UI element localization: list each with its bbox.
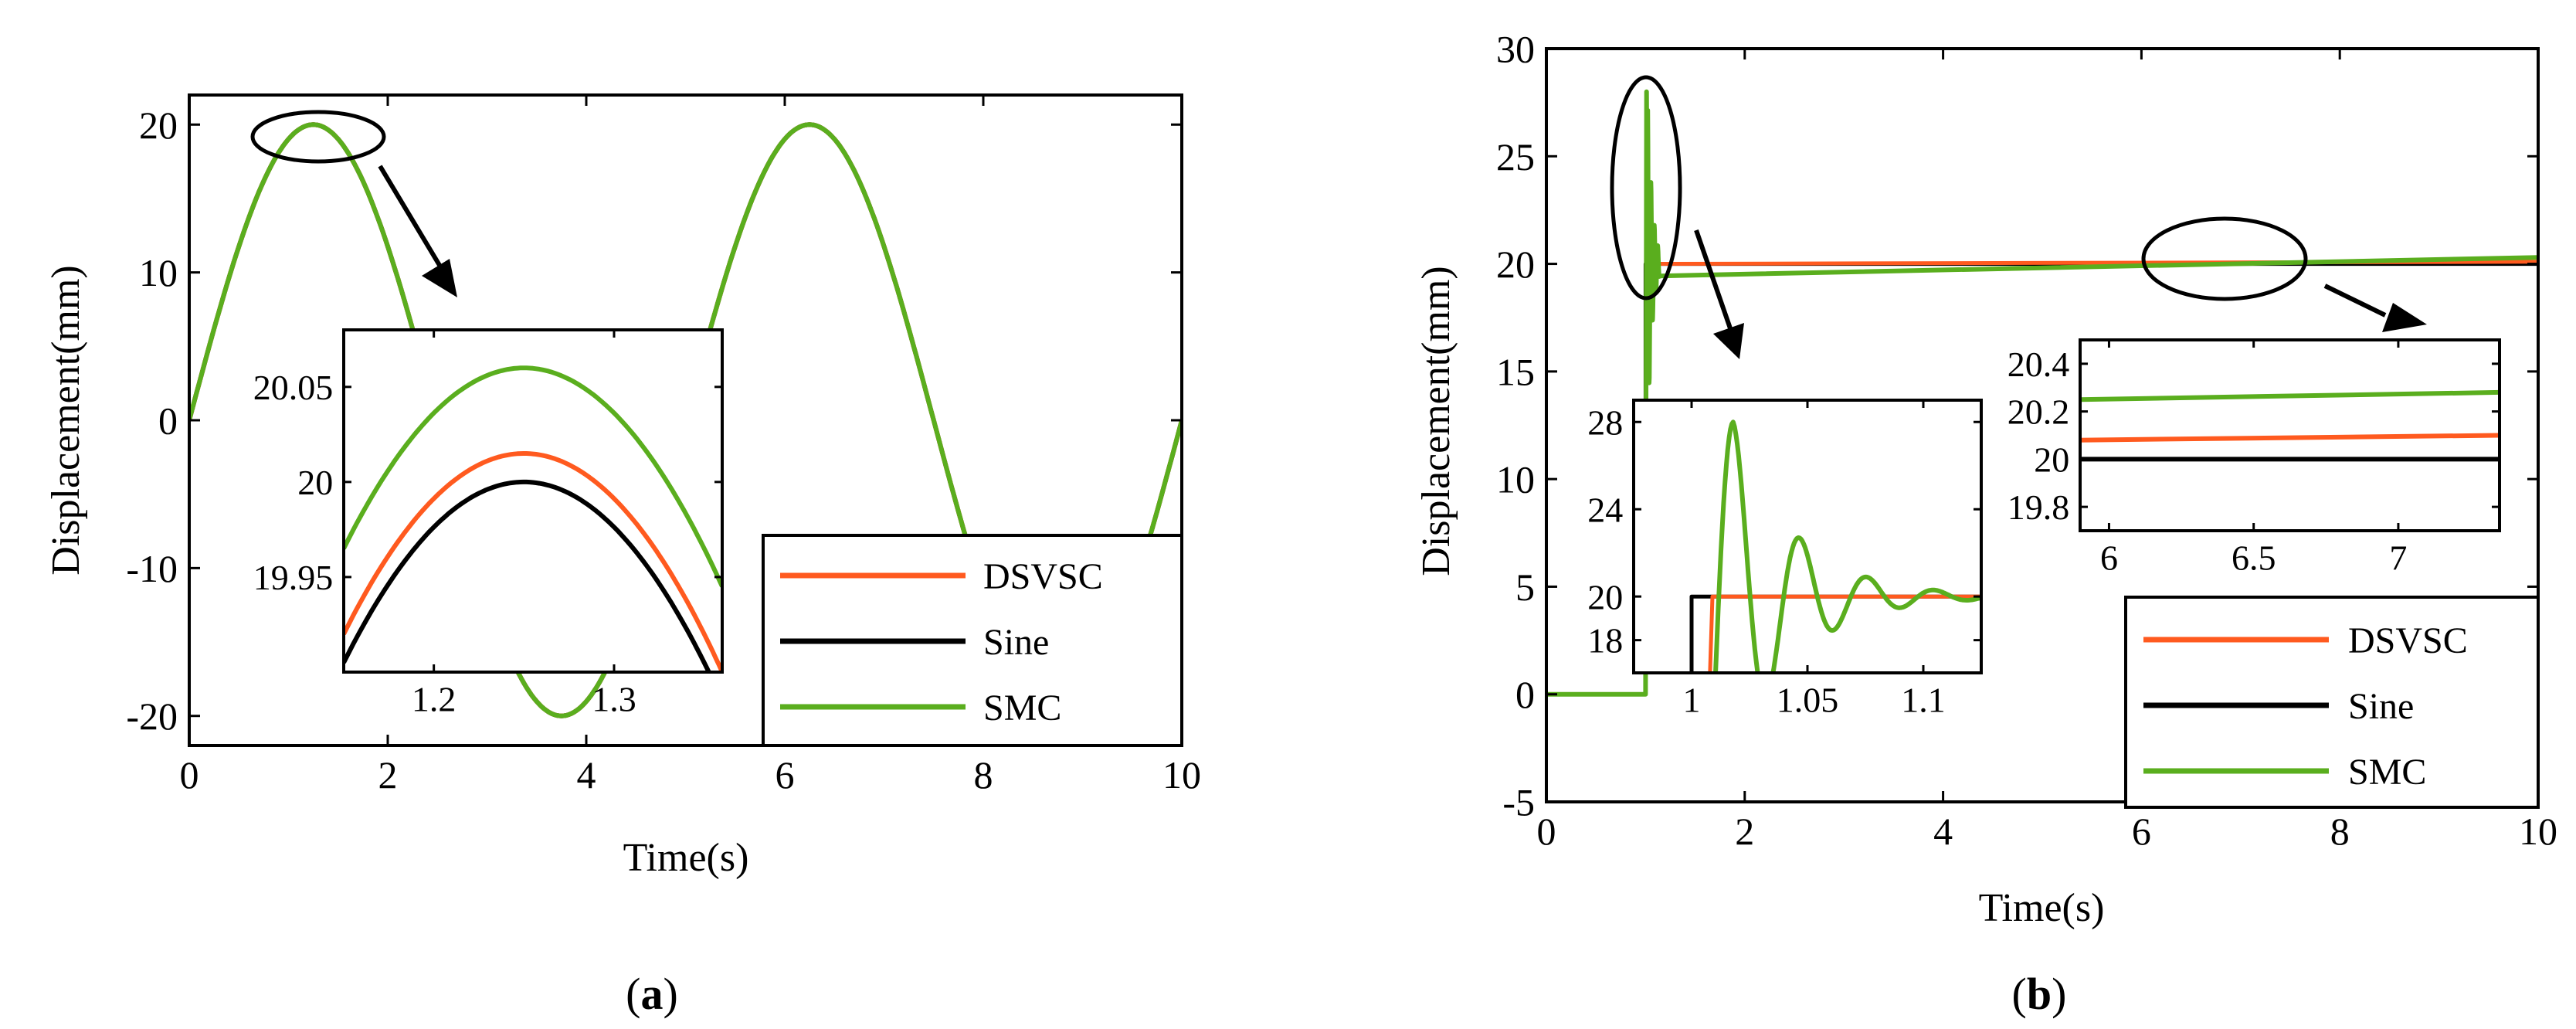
panel-a-inset-line-smc <box>344 365 722 588</box>
panel-b-inset-left-ticks: 1 1.05 1.1 28 24 20 18 <box>1587 400 1981 720</box>
panel-a-inset-lines <box>344 365 722 672</box>
panel-b-inset-left-background <box>1634 400 1981 673</box>
panel-a-y-tick-label: 0 <box>158 399 178 443</box>
panel-b-inset-right-lines <box>2080 389 2500 462</box>
panel-a-zoom-arrow <box>378 165 443 268</box>
panel-a-y-tick-label: 20 <box>139 104 178 147</box>
panel-a-y-tick-label: -10 <box>126 547 178 590</box>
panel-b-line-smc <box>1546 89 2538 697</box>
panel-b-inset-left-y-tick-label: 24 <box>1587 490 1623 529</box>
panel-b-y-tick-label: 15 <box>1496 350 1535 393</box>
panel-b-inset-left-y-tick-label: 20 <box>1587 577 1623 616</box>
panel-b-x-tick-label: 8 <box>2330 810 2350 853</box>
panel-b-inset-left-x-tick-label: 1.05 <box>1777 681 1839 720</box>
panel-b-inset-right-y-tick-label: 19.8 <box>2008 487 2070 527</box>
panel-b-inset-left-lines <box>1689 419 1981 673</box>
panel-b-legend-box <box>2124 596 2540 809</box>
panel-b-inset-right-box <box>2079 338 2501 532</box>
panel-a-inset-line-sine <box>344 479 712 672</box>
panel-b-x-tick-label: 4 <box>1933 810 1953 853</box>
panel-b-zoom-ellipse-right <box>2141 216 2308 301</box>
panel-b-inset-right-ticks: 6 6.5 7 20.4 20.2 20 19.8 <box>2008 340 2500 578</box>
panel-b-x-label: Time(s) <box>1979 886 2105 930</box>
panel-a-inset-y-tick-label: 20 <box>297 463 333 502</box>
panel-b-zoom-arrow-right <box>2323 284 2387 318</box>
panel-b-legend: DSVSC Sine SMC <box>2124 596 2540 809</box>
panel-b-inset-right-y-tick-label: 20.2 <box>2008 392 2070 432</box>
panel-b-y-tick-label: 5 <box>1515 565 1535 609</box>
panel-b-axes-box <box>1545 47 2540 803</box>
panel-b-inset-right-x-tick-label: 6.5 <box>2232 538 2276 578</box>
legend-label-smc: SMC <box>2348 752 2426 793</box>
panel-b-y-label: Displacement(mm) <box>1414 266 1458 576</box>
panel-a-x-tick-label: 4 <box>577 753 596 796</box>
panel-a-x-label: Time(s) <box>623 836 749 880</box>
panel-b-inset-right-line-dsvsc <box>2080 433 2500 443</box>
panel-b-zoom-arrow-left <box>1694 229 1733 329</box>
panel-a: 0 2 4 6 8 10 -20 -10 0 10 20 1.2 1.3 20.05 20 19.95 DS… <box>44 93 1201 1019</box>
panel-b-y-tick-label: -5 <box>1502 781 1535 824</box>
panel-a-legend: DSVSC Sine SMC <box>762 534 1183 747</box>
panel-a-inset-x-tick-label: 1.3 <box>592 680 636 719</box>
panel-a-x-tick-label: 8 <box>974 753 993 796</box>
panel-b-inset-right-x-tick-label: 6 <box>2100 538 2118 578</box>
panel-b-inset-left-line-smc <box>1713 419 1981 673</box>
panel-a-inset-y-tick-label: 19.95 <box>253 558 334 597</box>
panel-a-ticks: 0 2 4 6 8 10 -20 -10 0 10 20 <box>126 95 1201 796</box>
panel-a-x-tick-label: 0 <box>180 753 199 796</box>
panel-a-inset-line-dsvsc <box>344 451 722 672</box>
panel-b-y-tick-label: 20 <box>1496 243 1535 286</box>
legend-label-sine: Sine <box>983 622 1049 663</box>
panel-a-inset-background <box>344 330 722 672</box>
legend-label-smc: SMC <box>983 688 1061 728</box>
panel-b-inset-right-x-tick-label: 7 <box>2389 538 2407 578</box>
panel-b-inset-right-y-tick-label: 20.4 <box>2008 345 2070 384</box>
panel-b-inset-left-y-tick-label: 28 <box>1587 402 1623 442</box>
panel-a-x-tick-label: 6 <box>776 753 795 796</box>
panel-b-zoom-ellipse-left <box>1610 75 1682 301</box>
panel-a-zoom-arrowhead <box>422 259 457 297</box>
panel-a-x-tick-label: 10 <box>1162 753 1201 796</box>
panel-b-x-tick-label: 6 <box>2132 810 2151 853</box>
panel-b-y-tick-label: 25 <box>1496 135 1535 178</box>
panel-b-inset-left-line-dsvsc <box>1708 594 1981 673</box>
panel-a-inset-box <box>342 328 724 674</box>
panel-b-x-tick-label: 0 <box>1537 810 1556 853</box>
panel-b-label: (b) <box>2012 969 2067 1019</box>
panel-a-zoom-ellipse <box>250 110 386 164</box>
panel-b-inset-left-x-tick-label: 1.1 <box>1901 681 1946 720</box>
panel-b-x-tick-label: 10 <box>2519 810 2557 853</box>
panel-b-y-tick-label: 0 <box>1515 673 1535 716</box>
panel-a-y-tick-label: 10 <box>139 251 178 294</box>
panel-a-label: (a) <box>626 969 678 1019</box>
legend-label-dsvsc: DSVSC <box>2348 620 2468 661</box>
panel-a-x-tick-label: 2 <box>378 753 398 796</box>
legend-label-sine: Sine <box>2348 686 2414 727</box>
panel-b-zoom-arrowhead-left <box>1713 323 1744 359</box>
panel-a-y-tick-label: -20 <box>126 694 178 738</box>
panel-a-y-label: Displacement(mm) <box>44 265 88 575</box>
panel-b-inset-left-x-tick-label: 1 <box>1683 681 1701 720</box>
panel-b-inset-right-y-tick-label: 20 <box>2034 440 2069 479</box>
panel-a-inset-x-tick-label: 1.2 <box>412 680 456 719</box>
panel-b-inset-right-line-smc <box>2080 389 2500 402</box>
panel-b-zoom-arrowhead-right <box>2382 303 2427 332</box>
panel-b-x-tick-label: 2 <box>1735 810 1754 853</box>
panel-a-inset-y-tick-label: 20.05 <box>253 368 334 407</box>
legend-label-dsvsc: DSVSC <box>983 556 1103 597</box>
panel-a-inset-ticks: 1.2 1.3 20.05 20 19.95 <box>253 330 722 719</box>
panel-b-y-tick-label: 10 <box>1496 458 1535 501</box>
panel-b-y-tick-label: 30 <box>1496 28 1535 71</box>
panel-b-inset-left-y-tick-label: 18 <box>1587 621 1623 661</box>
